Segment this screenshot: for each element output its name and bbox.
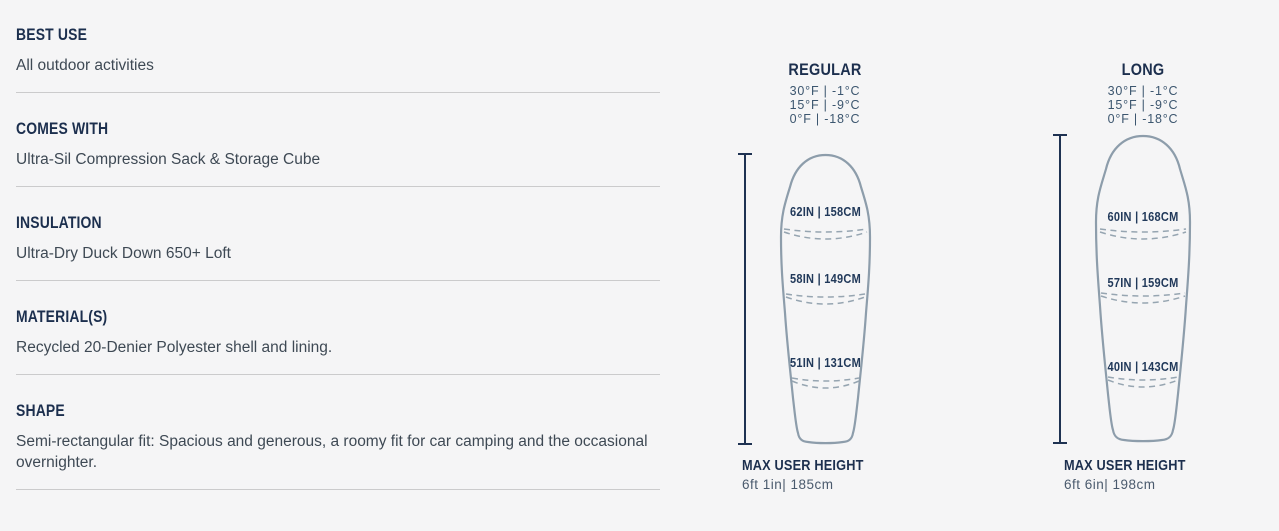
divider: [16, 280, 660, 281]
ruler-cap: [738, 443, 752, 445]
sleeping-bag-svg: [1094, 134, 1192, 443]
max-user-height-value-regular: 6ft 1in| 185cm: [742, 477, 834, 492]
height-ruler-long: [1053, 134, 1067, 444]
sleeping-bag-outline-long: 60IN | 168CM 57IN | 159CM 40IN | 143CM: [1093, 134, 1193, 444]
size-title-long: LONG: [1121, 60, 1165, 79]
spec-section-insulation: INSULATION Ultra-Dry Duck Down 650+ Loft: [16, 214, 660, 281]
max-user-height-label-regular: MAX USER HEIGHT: [742, 457, 864, 474]
ruler-cap: [1053, 442, 1067, 444]
divider: [16, 374, 660, 375]
divider: [16, 92, 660, 93]
temp-rating: 15°F | -9°C: [1107, 98, 1179, 112]
spec-heading: SHAPE: [16, 401, 65, 420]
temp-rating: 0°F | -18°C: [789, 112, 861, 126]
spec-heading: MATERIAL(S): [16, 307, 108, 326]
spec-value: All outdoor activities: [16, 57, 154, 74]
spec-section-materials: MATERIAL(S) Recycled 20-Denier Polyester…: [16, 308, 660, 375]
temp-rating: 30°F | -1°C: [789, 84, 861, 98]
girth-label-foot: 40IN | 143CM: [1107, 360, 1179, 374]
temp-ratings-long: 30°F | -1°C 15°F | -9°C 0°F | -18°C: [1058, 84, 1228, 126]
temp-ratings-regular: 30°F | -1°C 15°F | -9°C 0°F | -18°C: [740, 84, 910, 126]
spec-section-best-use: BEST USE All outdoor activities: [16, 26, 660, 93]
height-ruler-regular: [738, 153, 752, 445]
spec-value: Recycled 20-Denier Polyester shell and l…: [16, 339, 333, 356]
sleeping-bag-outline-regular: 62IN | 158CM 58IN | 149CM 51IN | 131CM: [778, 153, 873, 445]
spec-heading: BEST USE: [16, 25, 88, 44]
girth-label-hip: 58IN | 149CM: [789, 272, 862, 286]
spec-value: Semi-rectangular fit: Spacious and gener…: [16, 433, 648, 471]
temp-rating: 15°F | -9°C: [789, 98, 861, 112]
temp-rating: 30°F | -1°C: [1107, 84, 1179, 98]
max-user-height-label-long: MAX USER HEIGHT: [1064, 457, 1186, 474]
divider: [16, 489, 660, 490]
ruler-line: [1059, 134, 1061, 444]
max-user-height-value-long: 6ft 6in| 198cm: [1064, 477, 1156, 492]
size-diagram-panel: REGULAR 30°F | -1°C 15°F | -9°C 0°F | -1…: [700, 0, 1279, 531]
temp-rating: 0°F | -18°C: [1107, 112, 1179, 126]
spec-heading: INSULATION: [16, 213, 102, 232]
ruler-line: [744, 153, 746, 445]
ruler-cap: [1053, 134, 1067, 136]
spec-section-shape: SHAPE Semi-rectangular fit: Spacious and…: [16, 402, 660, 490]
sleeping-bag-svg: [779, 153, 872, 445]
spec-value: Ultra-Sil Compression Sack & Storage Cub…: [16, 151, 321, 168]
spec-value: Ultra-Dry Duck Down 650+ Loft: [16, 245, 231, 262]
spec-list: BEST USE All outdoor activities COMES WI…: [16, 26, 660, 517]
spec-section-comes-with: COMES WITH Ultra-Sil Compression Sack & …: [16, 120, 660, 187]
divider: [16, 186, 660, 187]
girth-label-foot: 51IN | 131CM: [789, 356, 862, 370]
spec-heading: COMES WITH: [16, 119, 109, 138]
ruler-cap: [738, 153, 752, 155]
size-title-regular: REGULAR: [788, 60, 862, 79]
girth-label-hip: 57IN | 159CM: [1107, 276, 1179, 290]
girth-label-shoulder: 62IN | 158CM: [789, 205, 862, 219]
girth-label-shoulder: 60IN | 168CM: [1107, 210, 1179, 224]
